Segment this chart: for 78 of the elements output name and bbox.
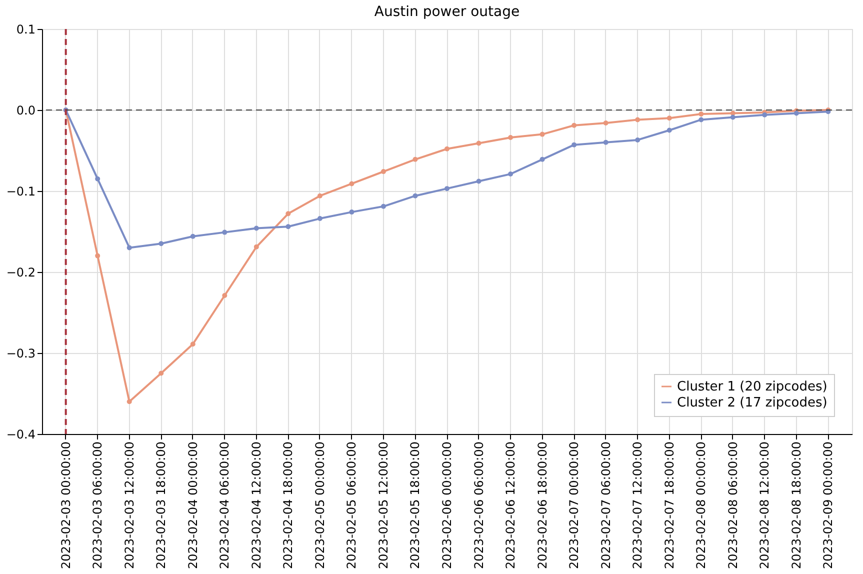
point [476,178,482,184]
point [603,140,608,145]
point [794,110,799,116]
y-tick-label: 0.0 [16,104,36,118]
point [254,226,259,231]
x-tick-label: 2023-02-08 18:00:00 [789,442,804,569]
point [762,112,768,118]
point [540,156,545,162]
x-tick-label: 2023-02-03 12:00:00 [122,442,136,569]
point [190,234,196,239]
point [190,342,196,347]
point [380,204,386,209]
point [508,171,514,176]
point [666,116,672,121]
point [572,122,577,128]
x-tick-label: 2023-02-05 00:00:00 [312,442,327,569]
point [95,176,100,182]
x-tick-label: 2023-02-04 12:00:00 [249,442,264,569]
x-tick-label: 2023-02-07 00:00:00 [567,442,582,569]
point [254,244,259,250]
x-tick-label: 2023-02-07 06:00:00 [598,442,613,569]
point [349,181,354,186]
x-tick-label: 2023-02-06 12:00:00 [504,442,518,569]
x-tick-label: 2023-02-08 06:00:00 [726,442,740,569]
x-tick-label: 2023-02-07 12:00:00 [630,442,645,569]
point [476,140,482,146]
x-tick-label: 2023-02-07 18:00:00 [662,442,676,569]
point [286,224,291,230]
x-tick-label: 2023-02-09 00:00:00 [821,442,836,569]
point [730,110,736,116]
y-tick-label: −0.4 [6,428,36,442]
point [158,370,164,376]
x-tick-label: 2023-02-05 12:00:00 [376,442,390,569]
y-tick-label: −0.1 [6,184,36,198]
x-tick-label: 2023-02-05 06:00:00 [344,442,359,569]
point [317,193,322,198]
y-tick-label: 0.1 [16,22,36,36]
x-tick-label: 2023-02-03 00:00:00 [58,442,73,569]
point [540,132,545,137]
x-tick-label: 2023-02-06 18:00:00 [535,442,550,569]
point [222,230,228,235]
point [666,128,672,133]
point [412,193,418,198]
point [222,292,228,298]
chart-title: Austin power outage [374,4,520,20]
point [158,241,164,246]
legend-label: Cluster 1 (20 zipcodes) [677,380,828,394]
point [635,117,640,122]
point [603,120,608,126]
x-tick-label: 2023-02-08 00:00:00 [694,442,708,569]
point [444,186,450,192]
x-tick-label: 2023-02-06 06:00:00 [472,442,486,569]
point [730,114,736,120]
x-tick-label: 2023-02-05 18:00:00 [408,442,422,569]
point [286,211,291,216]
point [444,146,450,152]
legend-label: Cluster 2 (17 zipcodes) [677,396,828,410]
y-tick-label: −0.2 [6,266,36,280]
x-tick-label: 2023-02-08 12:00:00 [758,442,772,569]
x-tick-label: 2023-02-04 00:00:00 [186,442,200,569]
point [95,253,100,258]
x-tick-label: 2023-02-04 18:00:00 [281,442,296,569]
y-tick-label: −0.3 [6,346,36,360]
point [412,156,418,162]
point [126,245,132,250]
point [126,399,132,404]
point [698,112,704,117]
x-tick-label: 2023-02-03 06:00:00 [90,442,105,569]
point [317,216,322,222]
point [349,210,354,215]
x-tick-label: 2023-02-04 06:00:00 [218,442,232,569]
x-tick-label: 2023-02-06 00:00:00 [440,442,454,569]
x-tick-label: 2023-02-03 18:00:00 [154,442,168,569]
point [380,169,386,174]
point [698,117,704,122]
point [635,137,640,142]
point [572,142,577,148]
point [508,135,514,140]
